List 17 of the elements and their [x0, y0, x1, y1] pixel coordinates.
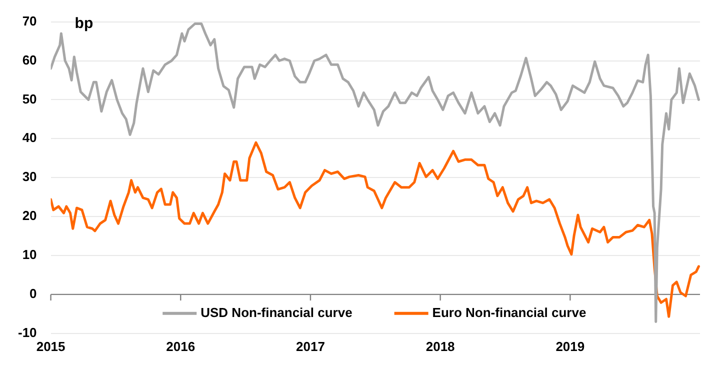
y-tick-label: 10 — [22, 247, 37, 262]
y-tick-label: 0 — [30, 286, 37, 302]
y-tick-label: 60 — [22, 52, 37, 68]
x-tick-label: 2017 — [296, 338, 325, 354]
y-tick-label: 70 — [22, 13, 37, 28]
y-tick-label: 20 — [22, 208, 37, 224]
legend-label: Euro Non-financial curve — [432, 304, 586, 320]
legend-label: USD Non-financial curve — [200, 304, 352, 320]
y-tick-label: -10 — [18, 324, 37, 340]
x-tick-label: 2019 — [556, 338, 585, 354]
x-tick-label: 2018 — [426, 338, 455, 354]
y-tick-label: 30 — [22, 169, 37, 184]
y-axis-title: bp — [74, 14, 94, 32]
x-tick-label: 2015 — [36, 338, 66, 354]
y-tick-label: 50 — [22, 91, 37, 106]
x-tick-label: 2016 — [166, 338, 196, 354]
y-tick-label: 40 — [22, 130, 37, 146]
